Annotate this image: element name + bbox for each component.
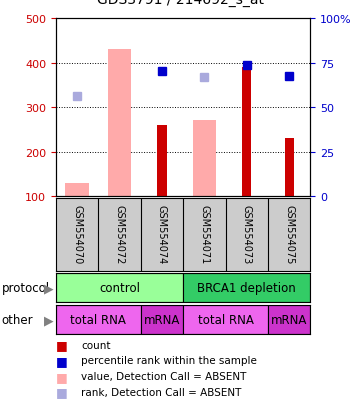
Text: control: control: [99, 281, 140, 294]
Bar: [183, 273, 310, 303]
Bar: [268, 305, 310, 335]
Text: ▶: ▶: [44, 313, 53, 326]
Text: GSM554072: GSM554072: [114, 204, 125, 263]
Bar: [56, 305, 141, 335]
Bar: [108, 50, 131, 197]
Text: BRCA1 depletion: BRCA1 depletion: [197, 281, 296, 294]
Text: mRNA: mRNA: [271, 313, 308, 326]
Bar: [193, 121, 216, 197]
Text: mRNA: mRNA: [144, 313, 180, 326]
Text: percentile rank within the sample: percentile rank within the sample: [81, 356, 257, 366]
Text: count: count: [81, 340, 111, 350]
Text: GSM554074: GSM554074: [157, 204, 167, 263]
Text: total RNA: total RNA: [70, 313, 126, 326]
Bar: [65, 183, 89, 197]
Text: ■: ■: [56, 385, 68, 399]
Bar: [141, 305, 183, 335]
Text: ■: ■: [56, 370, 68, 383]
Text: GSM554075: GSM554075: [284, 204, 294, 263]
Bar: [157, 126, 167, 197]
Bar: [284, 139, 294, 197]
Text: ■: ■: [56, 354, 68, 367]
Text: GSM554073: GSM554073: [242, 204, 252, 263]
Text: GSM554071: GSM554071: [199, 204, 209, 263]
Bar: [183, 305, 268, 335]
Bar: [242, 68, 252, 197]
Text: GSM554070: GSM554070: [72, 204, 82, 263]
Text: other: other: [2, 313, 34, 326]
Text: ■: ■: [56, 338, 68, 351]
Bar: [56, 273, 183, 303]
Text: GDS3791 / 214692_s_at: GDS3791 / 214692_s_at: [97, 0, 264, 7]
Text: protocol: protocol: [2, 281, 50, 294]
Text: value, Detection Call = ABSENT: value, Detection Call = ABSENT: [81, 371, 247, 381]
Text: ▶: ▶: [44, 281, 53, 294]
Text: rank, Detection Call = ABSENT: rank, Detection Call = ABSENT: [81, 387, 242, 397]
Text: total RNA: total RNA: [198, 313, 253, 326]
